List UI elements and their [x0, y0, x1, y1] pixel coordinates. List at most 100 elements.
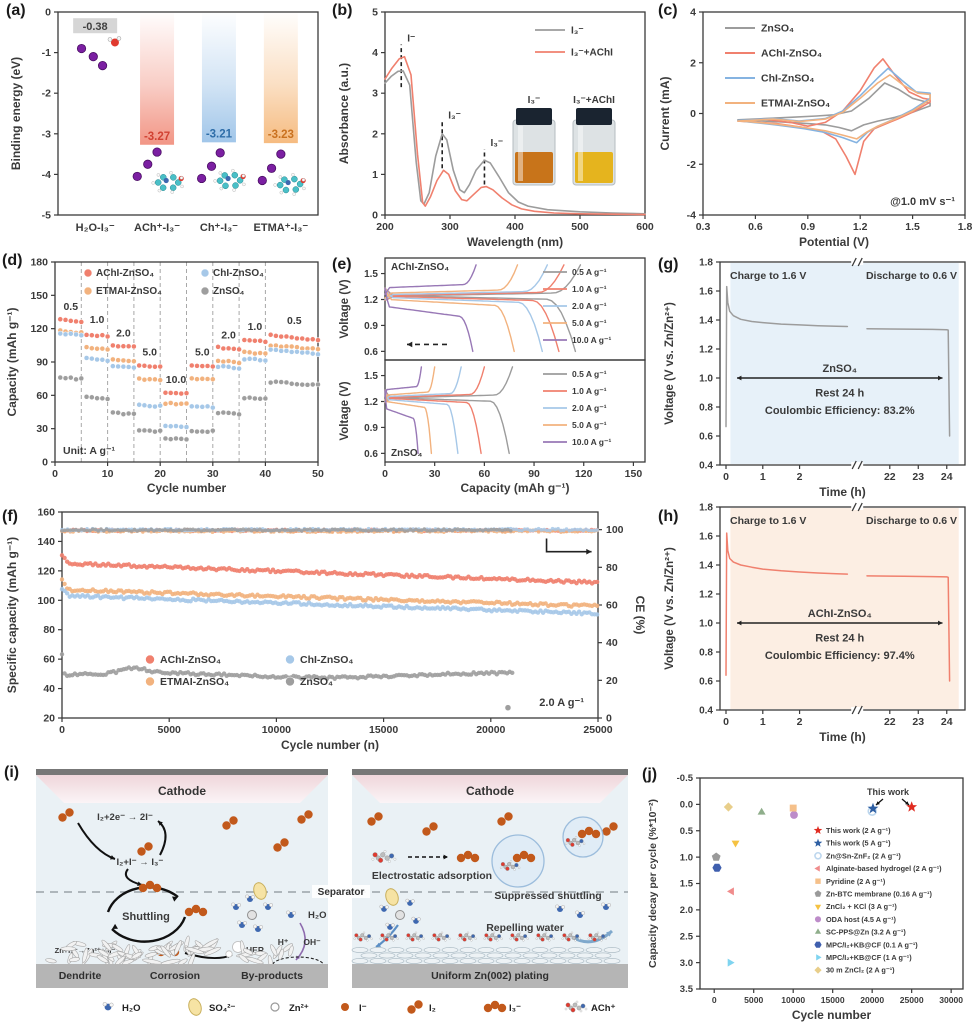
- svg-text:AChI-ZnSO₄: AChI-ZnSO₄: [808, 608, 872, 620]
- svg-text:2.0 A g⁻¹: 2.0 A g⁻¹: [539, 697, 584, 709]
- svg-text:H₂O: H₂O: [122, 1003, 140, 1014]
- panel-b-uvvis-chart: 200 300 400 500 600 0 1 2 3 4 5 Wavelength (nm) Abso…: [337, 7, 654, 250]
- svg-text:0.5: 0.5: [287, 315, 302, 327]
- svg-text:0.6: 0.6: [364, 347, 378, 358]
- panel-tag-j: (j): [642, 766, 658, 783]
- iodine-atom: [257, 175, 267, 186]
- ach-molecule: [499, 860, 521, 871]
- svg-text:10: 10: [102, 468, 114, 480]
- svg-text:AChI-ZnSO₄: AChI-ZnSO₄: [96, 268, 154, 279]
- svg-text:1.0: 1.0: [90, 314, 105, 326]
- svg-text:Cycle number (n): Cycle number (n): [281, 738, 379, 752]
- panel-f-cycling-chart: 0 5000 10000 15000 20000 25000 20 40 60 80 100 120 1…: [5, 507, 647, 753]
- iodine-species: [407, 1005, 416, 1014]
- iodine-species: [526, 853, 536, 863]
- svg-text:0: 0: [52, 468, 58, 480]
- svg-text:Separator: Separator: [318, 887, 365, 898]
- panel-e-gcd-chart: 0.6 0.9 1.2 1.5 Voltage (V) 0.5 A g⁻¹ 1.0 A g⁻…: [339, 257, 646, 495]
- svg-text:Discharge to 0.6 V: Discharge to 0.6 V: [866, 515, 957, 527]
- svg-text:80: 80: [43, 624, 55, 636]
- shuttle-effect-schematic: I₂+2e⁻ → 2I⁻I₂+I⁻ → I₃⁻ShuttlingZn+I₃⁻→Z…: [45, 808, 326, 976]
- svg-text:Zn-BTC membrane (0.16 A g⁻¹): Zn-BTC membrane (0.16 A g⁻¹): [826, 890, 932, 899]
- panel-tag-h: (h): [658, 508, 679, 525]
- svg-text:22: 22: [884, 716, 896, 728]
- iodine-atom: [215, 148, 225, 158]
- svg-text:0: 0: [690, 108, 696, 120]
- svg-text:Shuttling: Shuttling: [122, 911, 170, 923]
- svg-text:80: 80: [606, 562, 618, 574]
- svg-text:0.9: 0.9: [364, 423, 378, 434]
- svg-text:Capacity (mAh g⁻¹): Capacity (mAh g⁻¹): [5, 307, 19, 416]
- svg-text:This work: This work: [867, 787, 910, 797]
- panel-tag-a: (a): [6, 2, 26, 19]
- molecule-illustration: [213, 168, 246, 192]
- iodine-species: [414, 1000, 423, 1009]
- svg-text:I₃⁻: I₃⁻: [571, 26, 584, 37]
- iodine-species: [512, 853, 522, 863]
- iodine-species: [584, 826, 594, 836]
- iodine-species: [483, 1003, 493, 1013]
- svg-text:-3: -3: [42, 128, 51, 140]
- svg-text:Current (mA): Current (mA): [658, 76, 672, 150]
- svg-text:I⁻: I⁻: [359, 1003, 367, 1014]
- svg-text:Corrosion: Corrosion: [150, 970, 200, 982]
- svg-text:40: 40: [260, 468, 272, 480]
- svg-text:3.5: 3.5: [680, 984, 694, 995]
- svg-text:Cycle number: Cycle number: [792, 1008, 872, 1022]
- svg-text:1.6: 1.6: [699, 532, 713, 543]
- svg-text:1: 1: [372, 169, 378, 181]
- svg-text:I₃⁻+AChI: I₃⁻+AChI: [571, 48, 613, 59]
- svg-text:ETMAI-ZnSO₄: ETMAI-ZnSO₄: [160, 676, 229, 688]
- iodine-species: [58, 813, 67, 822]
- svg-text:Uniform Zn(002) plating: Uniform Zn(002) plating: [431, 970, 549, 982]
- svg-text:0: 0: [382, 468, 388, 480]
- svg-text:40: 40: [606, 637, 618, 649]
- zinc-ion: [247, 910, 257, 920]
- svg-text:1.0 A g⁻¹: 1.0 A g⁻¹: [572, 284, 607, 294]
- ach-molecule: [483, 931, 503, 942]
- iodine-species: [198, 907, 208, 917]
- svg-text:ChI-ZnSO₄: ChI-ZnSO₄: [300, 654, 353, 666]
- svg-text:5: 5: [372, 7, 378, 19]
- svg-text:15000: 15000: [369, 724, 398, 736]
- iodine-atom: [143, 159, 153, 169]
- svg-text:5.0: 5.0: [195, 346, 210, 358]
- svg-text:0.8: 0.8: [699, 648, 713, 659]
- svg-text:2.0 A g⁻¹: 2.0 A g⁻¹: [572, 403, 607, 413]
- svg-text:0.3: 0.3: [696, 221, 711, 233]
- svg-text:-2: -2: [687, 159, 696, 171]
- svg-text:2: 2: [690, 57, 696, 69]
- svg-text:0: 0: [723, 716, 729, 728]
- iodine-atom: [266, 163, 277, 173]
- svg-text:60: 60: [479, 468, 491, 480]
- svg-text:Electrostatic adsorption: Electrostatic adsorption: [372, 870, 492, 882]
- svg-text:-4: -4: [687, 210, 696, 222]
- iodine-species: [609, 822, 618, 831]
- svg-text:CE (%): CE (%): [633, 596, 647, 635]
- iodine-species: [504, 812, 513, 821]
- svg-text:Cycle number: Cycle number: [147, 481, 227, 495]
- svg-text:0: 0: [372, 210, 378, 222]
- svg-text:Voltage (V): Voltage (V): [339, 381, 351, 440]
- iodine-species: [191, 904, 201, 914]
- svg-text:10.0 A g⁻¹: 10.0 A g⁻¹: [572, 437, 611, 447]
- svg-text:23: 23: [912, 716, 924, 728]
- svg-text:60: 60: [606, 599, 618, 611]
- iodine-species: [456, 853, 466, 863]
- svg-text:ChI-ZnSO₄: ChI-ZnSO₄: [761, 73, 814, 85]
- svg-text:20000: 20000: [860, 995, 884, 1005]
- svg-text:120: 120: [30, 323, 48, 335]
- svg-text:1.6: 1.6: [699, 287, 713, 298]
- zinc-ion: [395, 910, 405, 920]
- svg-text:24: 24: [941, 716, 953, 728]
- iodine-species: [273, 843, 282, 852]
- svg-text:SO₄²⁻: SO₄²⁻: [209, 1003, 235, 1014]
- svg-text:2.0: 2.0: [116, 327, 131, 339]
- iodine-atom: [197, 173, 207, 184]
- iodine-species: [297, 815, 306, 824]
- svg-text:Time (h): Time (h): [819, 730, 865, 744]
- svg-text:0.5 A g⁻¹: 0.5 A g⁻¹: [572, 267, 607, 277]
- svg-text:0: 0: [45, 7, 51, 19]
- iodine-species: [222, 821, 231, 830]
